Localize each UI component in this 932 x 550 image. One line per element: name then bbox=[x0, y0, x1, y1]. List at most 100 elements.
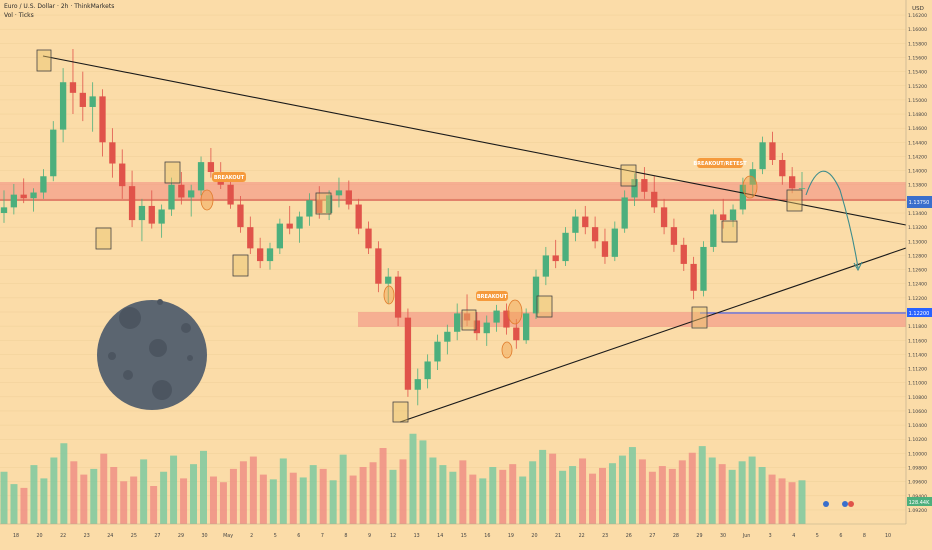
volume-bar bbox=[40, 478, 48, 524]
candle-body bbox=[700, 246, 707, 291]
level-price-text: 1.12200 bbox=[909, 311, 930, 317]
time-tick-label: 30 bbox=[201, 533, 207, 539]
volume-bar bbox=[519, 476, 527, 524]
candle-body bbox=[513, 327, 520, 341]
volume-bar bbox=[499, 469, 507, 524]
badge-breakout-2-label: BREAKOUT bbox=[477, 294, 508, 300]
time-tick-label: 28 bbox=[673, 533, 679, 539]
volume-bar bbox=[369, 462, 377, 524]
candle-body bbox=[119, 163, 126, 187]
candle-body bbox=[99, 96, 106, 143]
candle-body bbox=[0, 207, 8, 214]
badge-breakout-1-label: BREAKOUT bbox=[214, 175, 245, 181]
time-tick-label: 3 bbox=[769, 533, 772, 539]
grid bbox=[0, 14, 906, 511]
candle-body bbox=[641, 179, 648, 192]
volume-bar bbox=[589, 473, 597, 524]
volume-bar bbox=[10, 484, 18, 524]
volume-bar bbox=[170, 455, 178, 524]
time-tick-label: 20 bbox=[531, 533, 537, 539]
candle-body bbox=[296, 216, 303, 229]
price-tick-label: 1.15400 bbox=[908, 70, 927, 76]
candle-body bbox=[89, 96, 96, 107]
volume-bar bbox=[738, 461, 746, 524]
candle-body bbox=[690, 263, 697, 291]
volume-bar bbox=[160, 471, 168, 524]
breakout-circle bbox=[200, 189, 214, 211]
candle-body bbox=[197, 162, 205, 191]
volume-bar bbox=[758, 467, 766, 524]
event-icon[interactable] bbox=[842, 501, 848, 507]
volume-bar bbox=[678, 460, 686, 524]
candle-body bbox=[562, 232, 569, 262]
candle-body bbox=[522, 313, 530, 341]
level-price-badge: 1.12200 bbox=[907, 308, 932, 317]
candle-body bbox=[621, 197, 628, 229]
time-tick-label: 25 bbox=[131, 533, 137, 539]
candle-body bbox=[227, 184, 234, 205]
time-tick-label: 6 bbox=[297, 533, 300, 539]
candle-body bbox=[454, 313, 461, 332]
price-tick-label: 1.12400 bbox=[908, 282, 927, 288]
event-icon[interactable] bbox=[848, 501, 854, 507]
time-tick-label: 8 bbox=[863, 533, 866, 539]
time-tick-label: 2 bbox=[250, 533, 253, 539]
price-tick-label: 1.10800 bbox=[908, 395, 927, 401]
candle-body bbox=[572, 216, 579, 233]
candle-body bbox=[316, 200, 323, 214]
breakout-circle bbox=[383, 285, 395, 305]
volume-bar bbox=[269, 479, 277, 524]
volume-badge: 128.44K bbox=[907, 497, 932, 506]
candle-body bbox=[552, 255, 559, 262]
price-tick-label: 1.15600 bbox=[908, 55, 927, 61]
volume-bar bbox=[668, 468, 676, 524]
event-icon[interactable] bbox=[823, 501, 829, 507]
price-tick-label: 1.14400 bbox=[908, 140, 927, 146]
time-tick-label: 19 bbox=[508, 533, 514, 539]
projection-arrowhead bbox=[853, 261, 863, 272]
price-tick-label: 1.11800 bbox=[908, 324, 927, 330]
candle-body bbox=[325, 195, 333, 214]
volume-bar bbox=[359, 467, 367, 524]
price-axis-labels: 1.16200 1.16000 1.15800 1.15600 1.15400 1.152… bbox=[908, 13, 927, 514]
swing-box bbox=[620, 164, 637, 187]
candle-body bbox=[69, 82, 77, 93]
candle-body bbox=[483, 322, 490, 334]
volume-bar bbox=[748, 456, 756, 524]
candle-body bbox=[109, 142, 116, 164]
volume-bar bbox=[249, 456, 257, 524]
volume-bar bbox=[718, 464, 726, 524]
volume-bar bbox=[569, 466, 577, 524]
time-tick-label: 4 bbox=[792, 533, 795, 539]
candle-body bbox=[394, 276, 402, 318]
volume-bar bbox=[798, 480, 806, 524]
candle-body bbox=[247, 227, 254, 249]
price-tick-label: 1.09800 bbox=[908, 466, 927, 472]
candle-body bbox=[611, 228, 618, 257]
time-tick-label: 24 bbox=[107, 533, 113, 539]
time-tick-label: 12 bbox=[390, 533, 396, 539]
price-tick-label: 1.12800 bbox=[908, 253, 927, 259]
price-tick-label: 1.13000 bbox=[908, 239, 927, 245]
volume-bar bbox=[638, 459, 646, 524]
volume-bar bbox=[688, 452, 696, 524]
time-tick-label: 29 bbox=[696, 533, 702, 539]
candle-body bbox=[582, 216, 589, 228]
volume-bar bbox=[90, 468, 98, 524]
swing-box bbox=[786, 189, 803, 212]
candle-body bbox=[30, 192, 37, 199]
candle-body bbox=[710, 214, 717, 247]
candle-body bbox=[128, 186, 136, 221]
time-tick-label: 18 bbox=[13, 533, 19, 539]
price-tick-label: 1.09200 bbox=[908, 508, 927, 514]
candle-body bbox=[542, 255, 550, 277]
resistance-zone bbox=[0, 182, 906, 201]
candle-body bbox=[59, 82, 67, 130]
volume-bar bbox=[349, 475, 357, 524]
volume-bar bbox=[50, 457, 58, 524]
volume-bar bbox=[100, 453, 108, 524]
time-tick-label: 10 bbox=[885, 533, 891, 539]
swing-box bbox=[95, 227, 112, 250]
candle-body bbox=[79, 92, 86, 107]
